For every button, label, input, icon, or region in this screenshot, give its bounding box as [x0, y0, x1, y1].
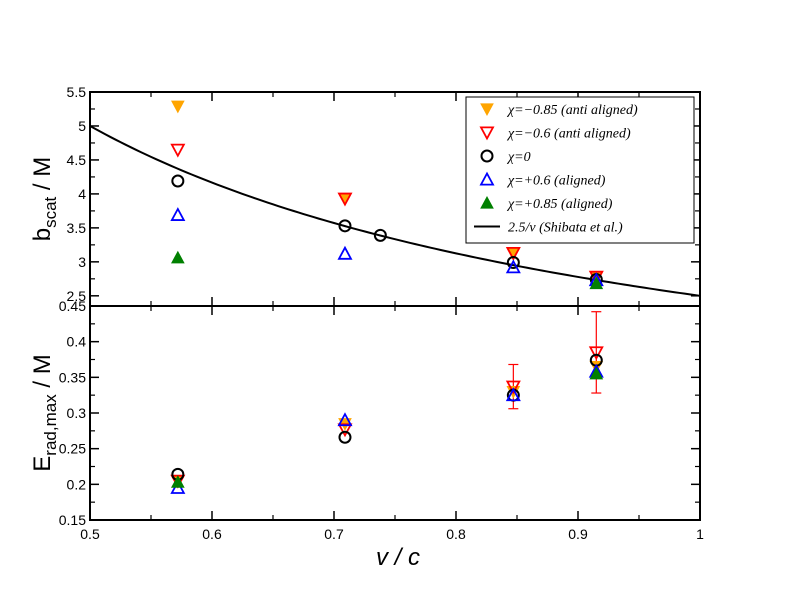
bottom-panel: 0.15 0.2 0.25 0.3 0.35 0.4 0.45 Erad,max / M	[29, 298, 701, 528]
x-axis-title: v / c	[376, 544, 420, 571]
bottom-y-tick-label: 0.2	[67, 476, 87, 492]
legend-marker-2	[480, 149, 494, 163]
top-data-points	[170, 100, 604, 290]
bottom-y-tick-label: 0.25	[59, 441, 86, 457]
legend-marker-1	[479, 126, 495, 141]
top-ylabel-rest: / M	[29, 157, 56, 197]
legend: χ=−0.85 (anti aligned) χ=−0.6 (anti align…	[465, 96, 695, 244]
x-tick-label: 0.8	[446, 526, 466, 542]
top-y-tick-label: 5	[78, 118, 86, 134]
bottom-ylabel-main: E	[29, 456, 56, 472]
bottom-y-tick-label: 0.45	[59, 298, 86, 314]
bottom-point-series-4	[589, 366, 604, 380]
top-ylabel-sub: scat	[41, 196, 60, 227]
top-y-axis-title: bscat / M	[29, 157, 60, 242]
legend-label-2: χ=0	[506, 150, 531, 165]
top-point-series-3	[337, 245, 353, 260]
top-point-series-2	[171, 174, 185, 188]
bottom-point-series-3	[505, 387, 521, 402]
top-point-series-0	[171, 100, 185, 114]
legend-items: χ=−0.85 (anti aligned) χ=−0.6 (anti align…	[474, 103, 638, 236]
legend-label-1: χ=−0.6 (anti aligned)	[506, 127, 631, 142]
top-point-series-3	[170, 207, 186, 221]
top-point-series-4	[589, 276, 604, 290]
top-point-series-1	[337, 192, 353, 207]
bottom-point-series-4	[171, 475, 185, 488]
legend-label-4: χ=+0.85 (aligned)	[506, 197, 613, 212]
bottom-point-series-2	[338, 430, 352, 444]
bottom-point-series-3	[337, 412, 353, 427]
x-tick-labels: 0.5 0.6 0.7 0.8 0.9 1	[80, 526, 704, 542]
bottom-y-tick-label: 0.4	[67, 334, 87, 350]
legend-marker-0	[480, 103, 494, 117]
top-point-series-2	[506, 256, 520, 270]
bottom-data-points	[170, 346, 604, 494]
top-point-series-1	[505, 247, 521, 261]
top-y-tick-label: 5.5	[67, 84, 87, 100]
top-y-tick-label: 3.5	[67, 220, 87, 236]
top-y-tick-label: 4.5	[67, 152, 87, 168]
x-tick-label: 0.6	[202, 526, 222, 542]
legend-label-3: χ=+0.6 (aligned)	[506, 174, 606, 189]
legend-label-0: χ=−0.85 (anti aligned)	[506, 103, 638, 118]
x-tick-label: 0.7	[324, 526, 344, 542]
top-point-series-1	[170, 143, 186, 158]
bottom-axis-ticks: 0.15 0.2 0.25 0.3 0.35 0.4 0.45	[59, 298, 701, 528]
top-axis-ticks: 2.5 3 3.5 4 4.5 5 5.5	[67, 84, 701, 306]
top-point-series-4	[171, 250, 185, 264]
x-tick-label: 0.5	[80, 526, 100, 542]
legend-marker-3	[479, 171, 495, 186]
top-y-tick-label: 3	[78, 254, 86, 270]
bottom-y-tick-label: 0.15	[59, 512, 86, 528]
bottom-point-series-1	[588, 346, 604, 361]
top-y-tick-label: 4	[78, 186, 86, 202]
bottom-point-series-1	[337, 423, 353, 438]
top-panel: 2.5 3 3.5 4 4.5 5 5.5 bscat / M χ=−0.85 (anti …	[29, 84, 701, 307]
bottom-y-tick-label: 0.3	[67, 405, 87, 421]
bottom-y-tick-label: 0.35	[59, 369, 86, 385]
x-tick-label: 1	[696, 526, 704, 542]
bottom-ylabel-rest: / M	[29, 354, 56, 394]
top-point-series-2	[373, 228, 387, 242]
legend-box	[465, 96, 695, 244]
bottom-y-axis-title: Erad,max / M	[29, 354, 60, 471]
legend-marker-4	[480, 195, 494, 209]
top-point-series-2	[338, 219, 352, 233]
legend-label-curve: 2.5/v (Shibata et al.)	[508, 221, 623, 236]
top-y-tick-label: 2.5	[67, 288, 87, 304]
top-ylabel-main: b	[29, 228, 56, 241]
top-point-series-1	[588, 270, 604, 285]
top-point-series-3	[505, 259, 521, 274]
bottom-point-series-1	[505, 380, 521, 395]
bottom-ylabel-sub: rad,max	[41, 394, 60, 456]
x-tick-label: 0.9	[568, 526, 588, 542]
